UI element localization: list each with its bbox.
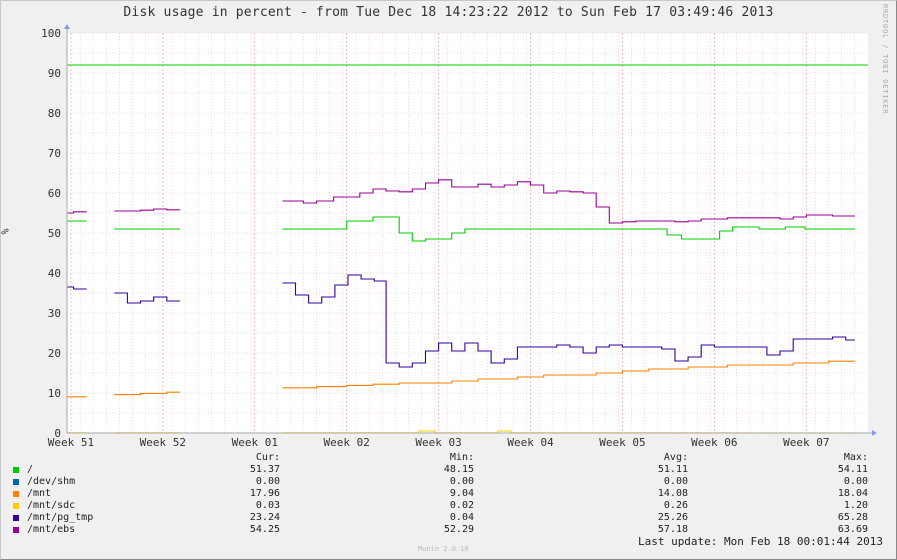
y-tick-label: 90 xyxy=(48,67,61,80)
series-line xyxy=(114,292,180,304)
legend-value-cur: 0.03 xyxy=(255,500,280,511)
legend-value-avg: 25.26 xyxy=(657,512,688,523)
y-tick-label: 60 xyxy=(48,187,61,200)
legend-swatch xyxy=(13,515,19,521)
munin-version: Munin 2.0.10 xyxy=(418,545,469,553)
legend-value-max: 65.28 xyxy=(837,512,868,523)
legend-header-cur: Cur: xyxy=(255,452,280,463)
x-tick-label: Week 05 xyxy=(599,436,645,449)
y-tick-label: 100 xyxy=(41,27,61,40)
legend-header-max: Max: xyxy=(843,452,868,463)
y-tick-label: 0 xyxy=(54,427,61,440)
legend-value-min: 0.00 xyxy=(449,476,474,487)
legend-value-max: 18.04 xyxy=(837,488,868,499)
legend-series-name: /dev/shm xyxy=(27,476,76,487)
last-update: Last update: Mon Feb 18 00:01:44 2013 xyxy=(637,535,883,548)
series-line xyxy=(282,216,855,242)
legend-value-avg: 51.11 xyxy=(657,464,688,475)
legend-header-avg: Avg: xyxy=(663,452,688,463)
x-axis-arrow xyxy=(872,430,877,436)
legend-value-max: 63.69 xyxy=(837,524,868,535)
legend-value-cur: 17.96 xyxy=(249,488,280,499)
legend-value-cur: 0.00 xyxy=(255,476,280,487)
x-tick-label: Week 07 xyxy=(783,436,829,449)
legend-value-avg: 57.18 xyxy=(657,524,688,535)
legend-value-min: 52.29 xyxy=(443,524,474,535)
y-tick-label: 50 xyxy=(48,227,61,240)
legend-value-cur: 54.25 xyxy=(249,524,280,535)
x-tick-label: Week 03 xyxy=(415,436,461,449)
legend-swatch xyxy=(13,479,19,485)
x-tick-label: Week 01 xyxy=(232,436,278,449)
legend-series-name: /mnt/sdc xyxy=(27,500,76,511)
legend-series-name: / xyxy=(27,464,34,475)
legend-value-min: 9.04 xyxy=(449,488,474,499)
y-tick-label: 30 xyxy=(48,307,61,320)
y-tick-label: 40 xyxy=(48,267,61,280)
series-line xyxy=(114,391,180,396)
y-axis-arrow xyxy=(64,24,70,29)
legend-series-name: /mnt/pg_tmp xyxy=(27,512,94,523)
x-tick-label: Week 06 xyxy=(691,436,737,449)
legend-value-avg: 0.00 xyxy=(663,476,688,487)
legend-series-name: /mnt xyxy=(27,488,52,499)
legend-header-min: Min: xyxy=(449,452,474,463)
legend-swatch xyxy=(13,527,19,533)
legend-series-name: /mnt/ebs xyxy=(27,524,76,535)
x-tick-label: Week 02 xyxy=(324,436,370,449)
series-line xyxy=(114,208,180,212)
legend-value-cur: 51.37 xyxy=(249,464,280,475)
legend-value-min: 0.04 xyxy=(449,512,474,523)
rrdtool-credit: RRDTOOL / TOBI OETIKER xyxy=(881,4,889,115)
x-tick-label: Week 52 xyxy=(140,436,186,449)
series-line xyxy=(282,274,855,368)
legend-swatch xyxy=(13,467,19,473)
y-tick-label: 20 xyxy=(48,347,61,360)
legend-value-avg: 14.08 xyxy=(657,488,688,499)
y-tick-label: 80 xyxy=(48,107,61,120)
legend-swatch xyxy=(13,503,19,509)
y-tick-label: 70 xyxy=(48,147,61,160)
series-line xyxy=(282,360,855,389)
legend-value-max: 54.11 xyxy=(837,464,868,475)
legend-value-max: 0.00 xyxy=(843,476,868,487)
x-tick-label: Week 04 xyxy=(507,436,554,449)
series-line xyxy=(67,286,87,290)
y-tick-label: 10 xyxy=(48,387,61,400)
plot-area xyxy=(67,33,868,433)
series-line xyxy=(67,211,87,214)
legend-value-min: 48.15 xyxy=(443,464,474,475)
legend-value-avg: 0.26 xyxy=(663,500,688,511)
legend-value-max: 1.20 xyxy=(843,500,868,511)
chart-title: Disk usage in percent - from Tue Dec 18 … xyxy=(123,5,774,20)
legend-value-min: 0.02 xyxy=(449,500,474,511)
x-tick-label: Week 51 xyxy=(48,436,94,449)
series-line xyxy=(282,179,855,224)
legend-value-cur: 23.24 xyxy=(249,512,280,523)
legend-swatch xyxy=(13,491,19,497)
